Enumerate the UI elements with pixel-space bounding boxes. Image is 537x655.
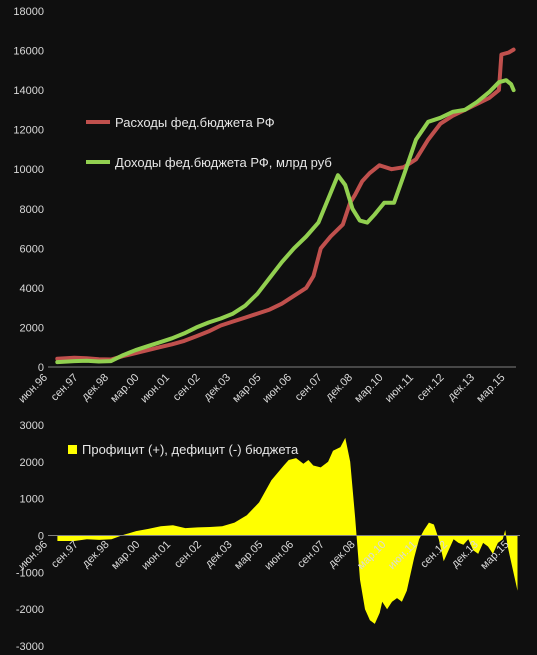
c1-y-tick-label: 10000 [13,164,44,176]
c1-x-tick-label: июн.11 [383,372,416,405]
c1-y-tick-label: 14000 [13,85,44,97]
c1-y-tick-label: 12000 [13,125,44,137]
c1-x-tick-label: сен.97 [49,372,81,404]
c1-y-tick-label: 2000 [20,322,44,334]
c1-x-tick-label: мар.15 [474,372,507,405]
legend: Профицит (+), дефицит (-) бюджета [68,442,299,457]
c2-y-tick-label: -1000 [16,567,44,579]
legend-label-expenses: Расходы фед.бюджета РФ [115,115,275,130]
c1-x-tick-label: сен.02 [171,372,203,404]
c1-x-tick-label: июн.01 [138,372,172,406]
c1-x-tick-label: июн.06 [260,372,294,406]
revenue-expense-chart: 0 2000 4000 6000 8000 10000 12000 14000 16000 180… [13,6,516,405]
c2-y-tick-label: -3000 [16,641,44,653]
series-line-revenues [55,78,516,365]
c2-x-tick-label: мар.05 [232,539,265,572]
c1-x-tick-label: июн.96 [16,372,50,406]
c2-y-tick-label: 2000 [20,457,44,469]
c2-x-tick-label: сен.97 [49,539,81,571]
y-axis-ticks: 0 2000 4000 6000 8000 10000 12000 14000 16000 180… [13,6,44,374]
c1-y-tick-label: 8000 [20,204,44,216]
c1-y-tick-label: 4000 [20,283,44,295]
c1-x-tick-label: мар.05 [230,372,263,405]
c2-x-tick-label: дек.03 [203,539,235,571]
c1-y-tick-label: 6000 [20,243,44,255]
series-lines [55,47,516,365]
legend: Расходы фед.бюджета РФ Доходы фед.бюджет… [86,115,332,170]
c1-x-tick-label: дек.03 [202,372,234,404]
c2-y-tick-label: 1000 [20,494,44,506]
y-axis-ticks: -3000 -2000 -1000 0 1000 2000 3000 [16,420,44,653]
c1-x-tick-label: дек.08 [324,372,356,404]
c1-y-tick-label: 18000 [13,6,44,18]
legend-label-revenues: Доходы фед.бюджета РФ, млрд руб [115,155,332,170]
series-area-balance [57,437,518,624]
c2-x-tick-label: сен.02 [172,539,204,571]
legend-label-balance: Профицит (+), дефицит (-) бюджета [82,442,299,457]
c1-x-tick-label: дек.98 [80,372,112,404]
c2-y-tick-label: 3000 [20,420,44,432]
series-area [57,437,518,624]
c1-y-tick-label: 0 [38,362,44,374]
c2-x-tick-label: сен.07 [295,539,327,571]
c2-x-tick-label: дек.08 [326,539,358,571]
c2-y-tick-label: 0 [38,531,44,543]
surplus-deficit-chart: -3000 -2000 -1000 0 1000 2000 3000 июн.96сен.9… [16,420,520,653]
c2-x-tick-label: дек.98 [80,539,112,571]
x-axis-ticks: июн.96сен.97дек.98мар.00июн.01сен.02дек.… [16,372,507,406]
c2-x-tick-label: июн.06 [262,539,296,573]
c2-x-tick-label: дек.13 [449,539,481,571]
c1-x-tick-label: сен.12 [415,372,447,404]
c1-y-tick-label: 16000 [13,46,44,58]
series-line-expenses [55,47,516,362]
c2-x-tick-label: мар.00 [109,539,142,572]
c2-x-tick-label: июн.01 [139,539,173,573]
c1-x-tick-label: дек.13 [446,372,478,404]
c1-x-tick-label: мар.10 [352,372,385,405]
c1-x-tick-label: сен.07 [293,372,325,404]
c1-x-tick-label: мар.00 [108,372,141,405]
legend-swatch-balance [68,445,77,454]
c2-y-tick-label: -2000 [16,604,44,616]
